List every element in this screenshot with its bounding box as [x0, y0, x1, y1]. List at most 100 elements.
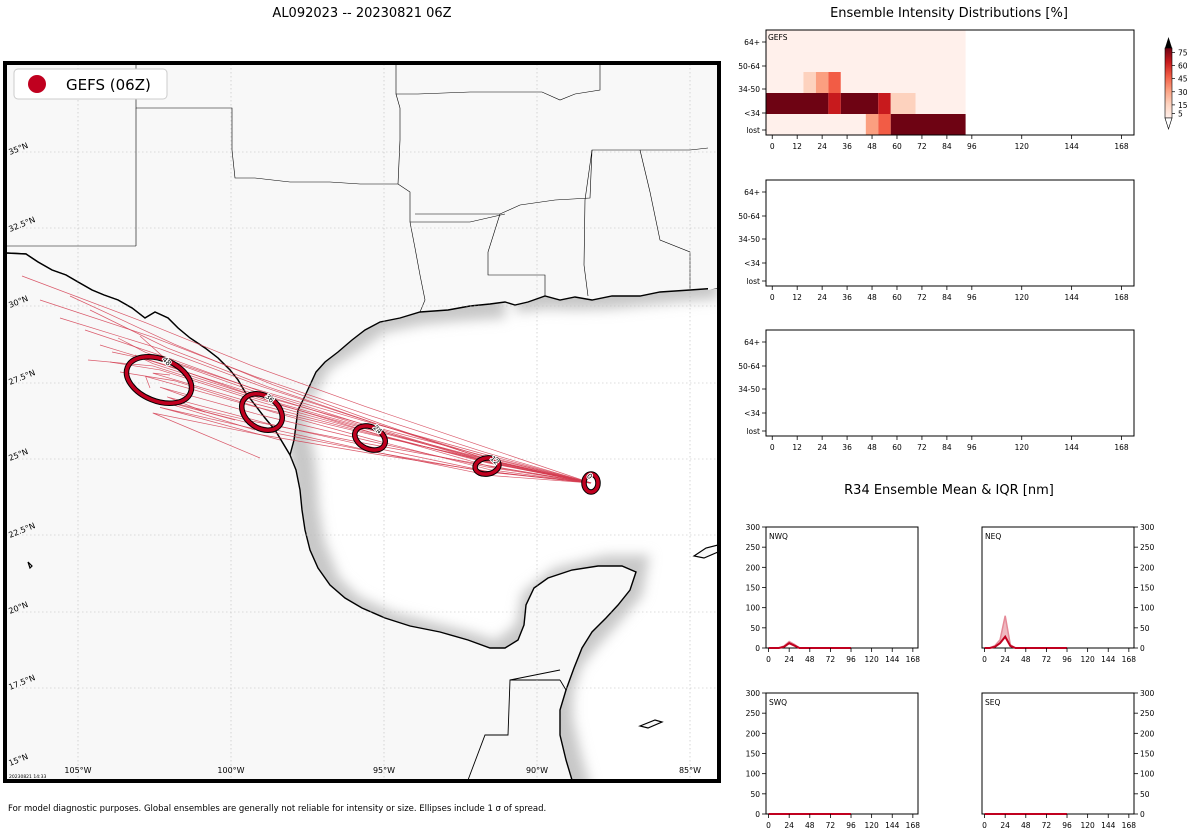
intensity-axes [765, 29, 1135, 136]
x-tick-label: 72 [917, 443, 927, 452]
colorbar-gradient [1164, 47, 1173, 119]
x-tick-label: 144 [1064, 293, 1079, 302]
x-tick-label: 120 [864, 655, 879, 664]
x-tick-label: 120 [1080, 655, 1095, 664]
x-tick-label: 96 [967, 293, 977, 302]
y-tick-label: 0 [1140, 644, 1145, 653]
x-tick-label: 120 [1015, 293, 1030, 302]
x-tick-label: 168 [1114, 142, 1129, 151]
legend-box [13, 68, 168, 100]
main-title: AL092023 -- 20230821 06Z [272, 6, 451, 21]
x-tick-label: 12 [792, 443, 802, 452]
x-tick-label: 168 [906, 655, 921, 664]
legend-marker [28, 75, 46, 93]
heat-cell [766, 93, 829, 114]
x-tick-label: 60 [892, 443, 902, 452]
x-tick-label: 144 [885, 821, 900, 830]
x-tick-label: 120 [1080, 821, 1095, 830]
y-tick-label: 150 [1140, 584, 1155, 593]
heat-cell [803, 72, 816, 93]
x-tick-label: 96 [846, 655, 856, 664]
x-tick-label: 24 [784, 821, 794, 830]
x-tick-label: 0 [766, 821, 771, 830]
ensemble-track [109, 361, 592, 484]
y-tick-label: 250 [1140, 709, 1155, 718]
ensemble-track [134, 354, 592, 484]
heat-cell [890, 114, 966, 135]
land-bay-islands [638, 719, 664, 729]
y-tick-label: 300 [746, 689, 761, 698]
ensemble-track [69, 295, 592, 484]
x-tick-label: 144 [1101, 821, 1116, 830]
ellipse-36h [240, 392, 284, 432]
panel-label: NWQ [769, 532, 788, 541]
ensemble-track [159, 407, 592, 484]
heat-cell [840, 72, 966, 93]
heat-cell [840, 93, 879, 114]
legend-label: GEFS (06Z) [66, 76, 151, 94]
x-tick-label: 24 [1000, 821, 1010, 830]
panel-label: SWQ [769, 698, 787, 707]
x-tick-label: 0 [982, 655, 987, 664]
y-tick-label: 64+ [744, 188, 760, 197]
y-tick-label: 250 [1140, 543, 1155, 552]
land-islet [27, 561, 33, 570]
x-tick-label: 60 [892, 142, 902, 151]
r34-mean-line [984, 634, 1068, 649]
heat-cell [828, 93, 841, 114]
colorbar-tick-label: 15 [1178, 101, 1188, 110]
ensemble-track [152, 372, 592, 484]
y-tick-label: 150 [1140, 750, 1155, 759]
timestamp: 20230821 14:33 [9, 774, 46, 780]
y-tick-label: 34-50 [738, 85, 760, 94]
y-tick-label: 0 [1140, 810, 1145, 819]
x-tick-label: 0 [770, 443, 775, 452]
x-tick-label: 120 [1015, 142, 1030, 151]
x-tick-label: 96 [967, 443, 977, 452]
y-tick-label: 64+ [744, 38, 760, 47]
lon-label: 90°W [526, 766, 548, 775]
x-tick-label: 72 [826, 821, 836, 830]
heat-cell [766, 72, 804, 93]
heat-cell [878, 93, 891, 114]
lon-label: 105°W [64, 766, 91, 775]
heat-cell [915, 93, 966, 114]
ensemble-track [21, 275, 592, 484]
colorbar: 515 30 45 60 75 [1164, 37, 1188, 130]
ensemble-tracks [21, 275, 592, 484]
y-tick-label: 300 [1140, 523, 1155, 532]
x-tick-label: 24 [817, 293, 827, 302]
x-tick-label: 12 [792, 293, 802, 302]
x-tick-label: 0 [982, 821, 987, 830]
r34-axes [981, 692, 1135, 815]
y-tick-label: 0 [755, 644, 760, 653]
y-tick-label: 50 [1140, 790, 1150, 799]
x-tick-label: 72 [826, 655, 836, 664]
x-tick-label: 168 [906, 821, 921, 830]
lon-label: 100°W [217, 766, 244, 775]
map-frame [3, 61, 721, 783]
lon-labels: 105°W 100°W 95°W 90°W 85°W [64, 766, 701, 775]
y-tick-label: 100 [1140, 604, 1155, 613]
ensemble-track [59, 317, 592, 484]
map-gridlines [6, 64, 718, 780]
y-tick-label: 250 [746, 543, 761, 552]
y-tick-label: <34 [744, 409, 760, 418]
y-tick-label: 50-64 [738, 362, 760, 371]
ensemble-track [117, 337, 592, 484]
y-tick-label: 50-64 [738, 62, 760, 71]
ensemble-track [174, 403, 592, 484]
intensity-axes [765, 329, 1135, 437]
intensity-panel-2: 0 12 24 36 48 60 72 84 96 120 144 168 lost <34 34-50 50… [738, 179, 1135, 302]
x-tick-label: 48 [867, 293, 877, 302]
panel-label: GEFS [768, 33, 788, 42]
y-tick-label: 50 [750, 624, 760, 633]
r34-title: R34 Ensemble Mean & IQR [nm] [844, 483, 1054, 498]
x-tick-label: 48 [1021, 655, 1031, 664]
x-tick-label: 168 [1122, 655, 1137, 664]
x-tick-label: 144 [885, 655, 900, 664]
x-tick-label: 84 [942, 293, 952, 302]
colorbar-tick-label: 75 [1178, 48, 1188, 57]
